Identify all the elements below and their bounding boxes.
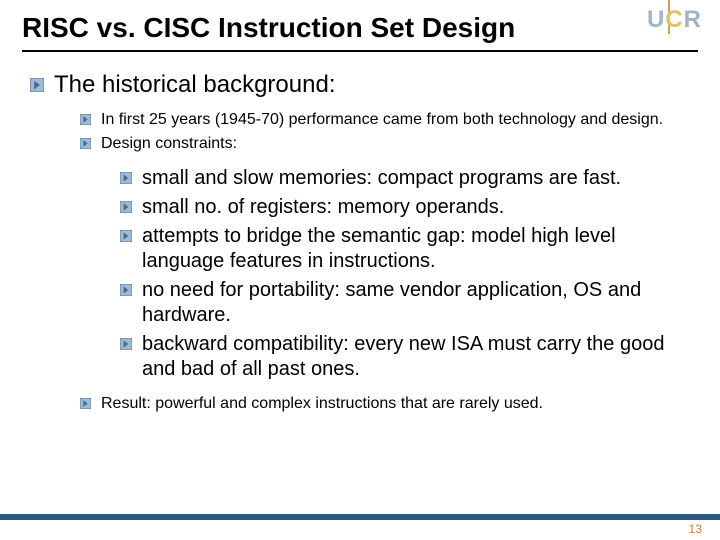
footer-bar — [0, 514, 720, 520]
logo-letter-u: U — [647, 6, 665, 33]
chevron-icon — [120, 201, 132, 213]
logo-letter-c: C — [665, 6, 683, 33]
bullet-text: no need for portability: same vendor app… — [142, 278, 698, 328]
bullet-level3: attempts to bridge the semantic gap: mod… — [120, 224, 698, 274]
bullet-text: backward compatibility: every new ISA mu… — [142, 332, 698, 382]
title-underline — [22, 50, 698, 52]
chevron-icon — [120, 230, 132, 242]
bullet-text: small and slow memories: compact program… — [142, 166, 621, 191]
bullet-level3: small and slow memories: compact program… — [120, 166, 698, 191]
logo-letter-r: R — [684, 6, 702, 33]
chevron-icon — [80, 398, 91, 409]
bullet-level2: Result: powerful and complex instruction… — [80, 394, 698, 414]
chevron-icon — [120, 338, 132, 350]
bullet-text: attempts to bridge the semantic gap: mod… — [142, 224, 698, 274]
bullet-level1: The historical background: — [30, 70, 698, 100]
chevron-icon — [80, 138, 91, 149]
slide-title: RISC vs. CISC Instruction Set Design — [22, 12, 698, 44]
bullet-text: Result: powerful and complex instruction… — [101, 394, 543, 414]
bullet-text: The historical background: — [54, 70, 335, 100]
chevron-icon — [120, 284, 132, 296]
bullet-text: Design constraints: — [101, 134, 237, 154]
spacer — [22, 158, 698, 166]
slide: UCR RISC vs. CISC Instruction Set Design… — [0, 0, 720, 540]
bullet-level2: Design constraints: — [80, 134, 698, 154]
bullet-text: small no. of registers: memory operands. — [142, 195, 504, 220]
bullet-level3: no need for portability: same vendor app… — [120, 278, 698, 328]
chevron-icon — [120, 172, 132, 184]
bullet-level3: backward compatibility: every new ISA mu… — [120, 332, 698, 382]
bullet-level3: small no. of registers: memory operands. — [120, 195, 698, 220]
bullet-level2: In first 25 years (1945-70) performance … — [80, 110, 698, 130]
bullet-text: In first 25 years (1945-70) performance … — [101, 110, 663, 130]
spacer — [22, 386, 698, 394]
chevron-icon — [30, 78, 44, 92]
chevron-icon — [80, 114, 91, 125]
page-number: 13 — [689, 522, 702, 536]
logo-ucr: UCR — [647, 6, 702, 34]
